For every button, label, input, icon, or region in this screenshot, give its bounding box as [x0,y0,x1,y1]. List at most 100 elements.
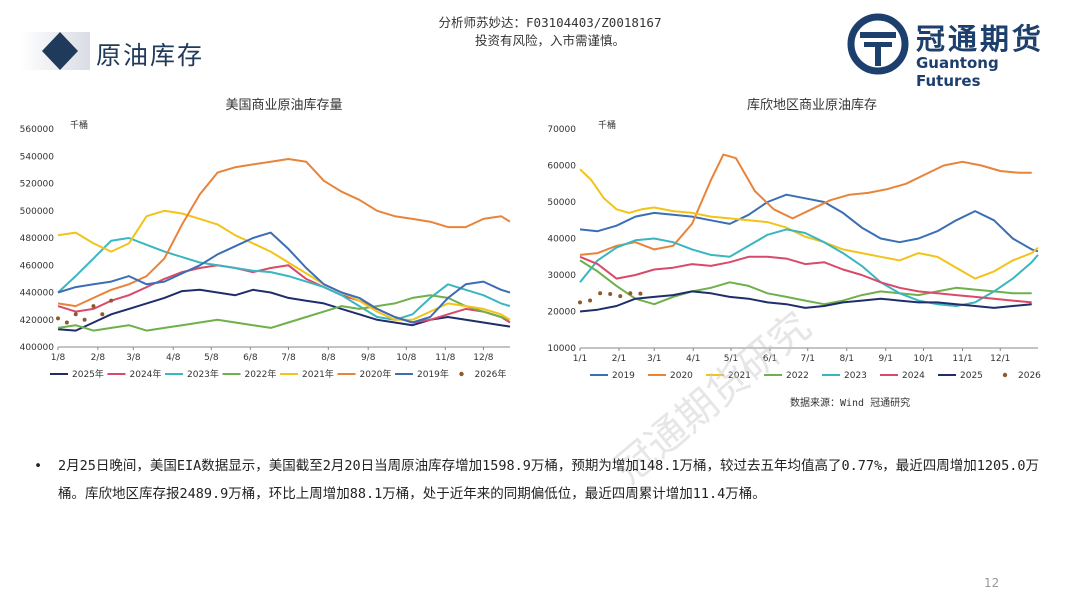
legend-label: 2019年 [417,368,449,380]
x-tick-label: 2/8 [91,353,106,363]
x-tick-label: 8/8 [321,353,336,363]
x-tick-label: 4/1 [686,354,700,364]
y-tick-label: 460000 [20,261,55,271]
x-tick-label: 11/8 [435,353,455,363]
x-tick-label: 3/1 [647,354,661,364]
data-source: 数据来源：Wind 冠通研究 [790,398,911,409]
bullet-icon: • [34,458,43,474]
series-point-2026 [628,291,633,296]
commentary-text: 2月25日晚间，美国EIA数据显示，美国截至2月20日当周原油库存增加1598.… [58,458,1039,502]
series-point-2026 [100,312,105,317]
page-title: 原油库存 [96,41,205,70]
legend-label: 2022 [786,371,809,381]
x-tick-label: 12/8 [473,353,493,363]
x-tick-label: 1/1 [573,354,587,364]
legend-label: 2021 [728,371,751,381]
legend-label: 2026 [1018,371,1041,381]
x-tick-label: 12/1 [990,354,1010,364]
y-tick-label: 540000 [20,152,55,162]
series-point-2026 [73,312,78,317]
legend-label: 2019 [612,371,635,381]
brand-name-cn: 冠通期货 [916,22,1045,56]
y-tick-label: 420000 [20,316,55,326]
series-point-2026 [56,316,60,321]
legend-marker-2026 [1002,372,1008,378]
series-line-2023 [579,228,1039,307]
legend-label: 2025年 [72,368,104,380]
series-line-2019 [57,231,511,324]
series-point-2026 [588,298,593,303]
x-tick-label: 5/8 [204,353,219,363]
legend-label: 2020 [670,371,693,381]
y-tick-label: 60000 [547,162,576,172]
x-tick-label: 11/1 [952,354,972,364]
legend-label: 2020年 [360,368,392,380]
analyst-line: 分析师苏妙达：F03104403/Z0018167 [438,15,662,30]
legend-label: 2022年 [245,368,277,380]
chart-title: 美国商业原油库存量 [225,97,342,113]
x-tick-label: 6/8 [243,353,258,363]
series-line-2020 [57,158,511,308]
series-line-2022 [57,294,511,332]
page-number: 12 [984,576,1000,590]
series-line-2023 [57,237,511,321]
x-tick-label: 9/8 [361,353,376,363]
legend-label: 2023 [844,371,867,381]
series-point-2026 [109,298,114,303]
series-line-2021 [579,168,1039,280]
series-point-2026 [638,291,643,296]
x-tick-label: 6/1 [763,354,777,364]
x-tick-label: 7/1 [800,354,814,364]
legend-label: 2024年 [130,368,162,380]
y-tick-label: 70000 [547,125,576,135]
brand-name-en: Guantong Futures [916,54,999,90]
series-point-2026 [91,304,96,309]
y-tick-label: 10000 [547,344,576,354]
x-tick-label: 3/8 [126,353,141,363]
y-unit-label: 千桶 [70,119,88,131]
y-tick-label: 400000 [20,343,55,353]
series-point-2026 [82,317,87,322]
x-tick-label: 10/8 [396,353,416,363]
x-tick-label: 8/1 [840,354,854,364]
x-tick-label: 2/1 [612,354,626,364]
y-tick-label: 560000 [20,125,55,135]
analyst-info: 分析师苏妙达：F03104403/Z0018167 投资有风险，入市需谨慎。 [370,14,730,50]
legend-label: 2026年 [475,368,507,380]
series-line-2021 [57,209,511,321]
series-line-2020 [579,153,1032,256]
series-line-2019 [579,193,1039,253]
x-tick-label: 1/8 [51,353,66,363]
series-line-2025 [579,290,1032,313]
series-point-2026 [578,300,582,305]
legend-label: 2021年 [302,368,334,380]
y-tick-label: 30000 [547,271,576,281]
y-tick-label: 40000 [547,235,576,245]
x-tick-label: 7/8 [281,353,296,363]
y-tick-label: 520000 [20,180,55,190]
guantong-logo-icon [847,13,909,75]
series-line-2025 [57,288,511,332]
risk-warning: 投资有风险，入市需谨慎。 [474,33,625,48]
x-tick-label: 5/1 [724,354,738,364]
series-point-2026 [608,291,613,296]
title-diamond-icon [20,32,90,70]
legend-label: 2023年 [187,368,219,380]
y-tick-label: 480000 [20,234,55,244]
y-tick-label: 440000 [20,289,55,299]
chart-title: 库欣地区商业原油库存 [747,97,877,113]
legend-marker-2026 [459,371,464,377]
series-point-2026 [64,320,69,325]
series-line-2024 [579,255,1032,304]
series-line-2022 [579,259,1032,306]
y-tick-label: 50000 [547,198,576,208]
legend-label: 2025 [960,371,983,381]
series-line-2024 [57,264,511,324]
y-unit-label: 千桶 [598,119,616,131]
x-tick-label: 4/8 [166,353,181,363]
x-tick-label: 9/1 [879,354,893,364]
brand-logo: 冠通期货 Guantong Futures [846,12,1066,90]
series-point-2026 [618,294,623,299]
